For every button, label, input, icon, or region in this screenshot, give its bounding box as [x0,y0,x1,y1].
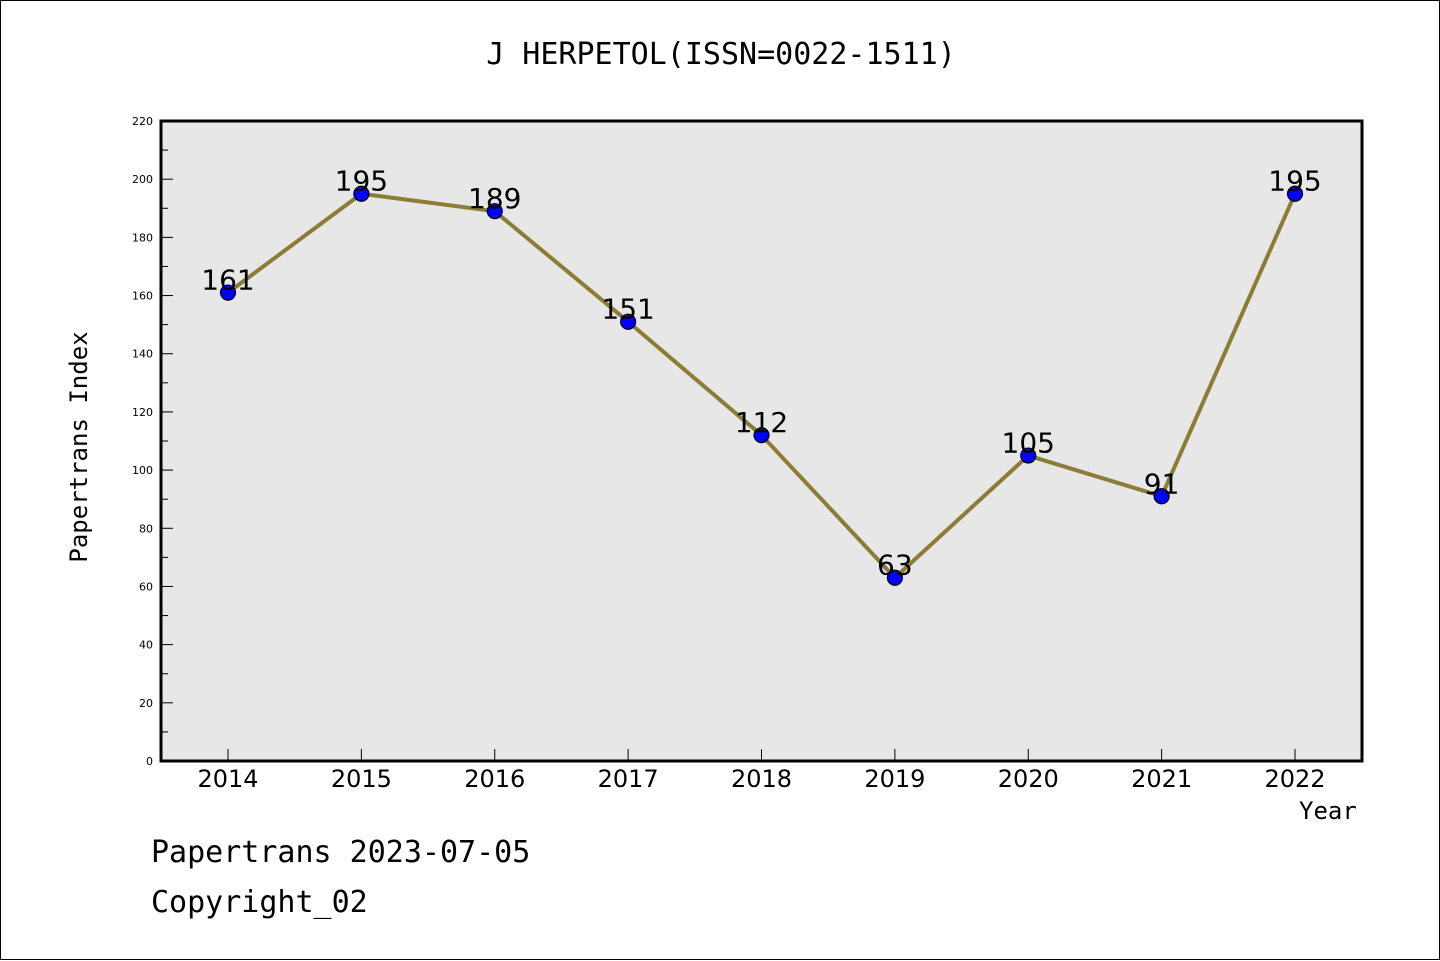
data-label: 91 [1144,467,1180,500]
data-label: 63 [877,549,913,582]
data-point [886,569,903,586]
data-point [753,427,770,444]
chart-title: J HERPETOL(ISSN=0022-1511) [486,37,956,72]
x-tick-label: 2017 [598,765,659,793]
data-point [353,185,370,202]
data-label: 105 [1002,427,1055,460]
data-point [486,203,503,220]
series-group: 161 195 189 151 112 63 105 91 195 [201,165,1322,586]
x-tick-label: 2014 [197,765,258,793]
data-label: 195 [335,165,388,198]
x-axis-label: Year [1299,797,1357,825]
data-label: 151 [601,293,654,326]
x-axis: 2014 2015 2016 2017 2018 2019 2020 2021 2022 [197,749,1326,793]
y-tick-label: 140 [132,348,153,361]
y-tick-label: 120 [132,406,153,419]
y-tick-label: 220 [132,115,153,128]
y-tick-label: 20 [139,697,153,710]
y-tick-label: 200 [132,173,153,186]
y-tick-label: 80 [139,522,153,535]
x-tick-label: 2015 [331,765,392,793]
x-tick-label: 2019 [864,765,925,793]
data-label: 189 [468,182,521,215]
x-tick-label: 2016 [464,765,525,793]
data-label: 161 [201,264,254,297]
plot-border [159,119,1364,763]
y-tick-label: 0 [146,755,153,768]
data-point [1020,447,1037,464]
x-tick-label: 2021 [1131,765,1192,793]
data-point [1153,488,1170,505]
y-tick-label: 40 [139,639,153,652]
y-tick-label: 100 [132,464,153,477]
data-point [620,313,637,330]
y-tick-label: 60 [139,580,153,593]
x-tick-label: 2020 [998,765,1059,793]
y-tick-label: 160 [132,290,153,303]
data-point [219,284,237,301]
y-axis-label: Papertrans Index [65,331,93,563]
data-point [1286,185,1304,202]
data-label: 195 [1268,165,1321,198]
footer-stamp: Papertrans 2023-07-05 [151,835,531,870]
x-tick-label: 2022 [1264,765,1325,793]
y-axis: 0 20 40 60 80 100 120 140 160 180 200 220 [132,115,173,768]
x-tick-label: 2018 [731,765,792,793]
footer-copyright: Copyright_02 [151,885,368,920]
y-tick-label: 180 [132,231,153,244]
data-label: 112 [735,406,788,439]
